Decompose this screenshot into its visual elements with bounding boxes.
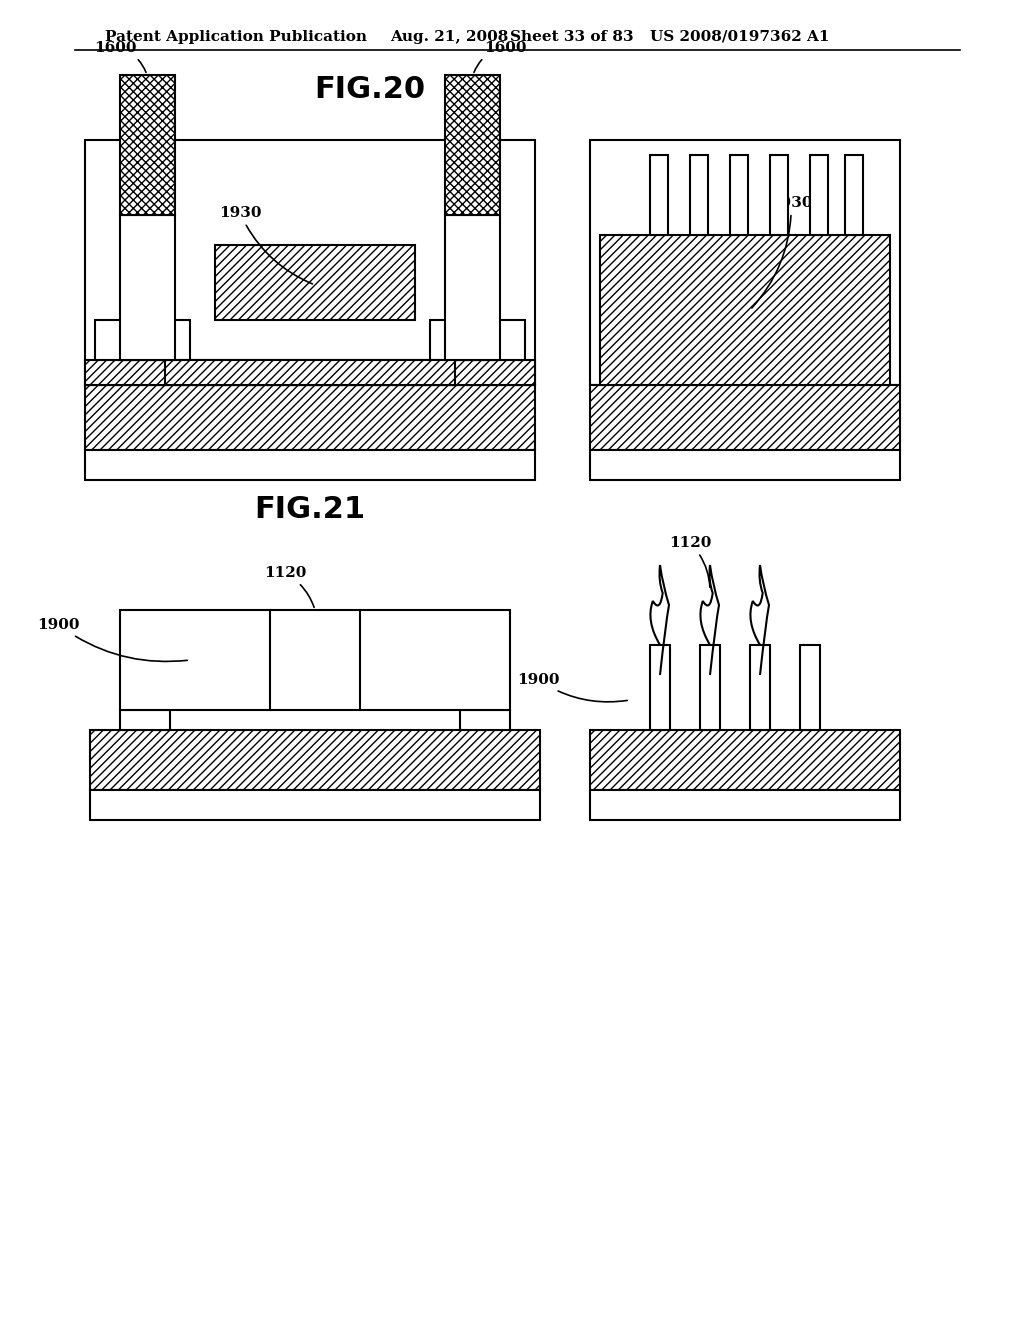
Bar <box>95 319 190 360</box>
Text: 1600: 1600 <box>94 41 146 73</box>
Bar <box>120 610 510 710</box>
Bar <box>590 789 900 820</box>
Bar <box>810 154 828 235</box>
Bar <box>445 215 500 360</box>
Bar <box>85 450 535 480</box>
Text: Patent Application Publication: Patent Application Publication <box>105 30 367 44</box>
Bar <box>590 385 900 450</box>
Bar <box>445 75 500 215</box>
Text: 1930: 1930 <box>752 195 812 308</box>
Text: FIG.21: FIG.21 <box>254 495 366 524</box>
Text: US 2008/0197362 A1: US 2008/0197362 A1 <box>650 30 829 44</box>
Bar <box>600 235 890 385</box>
Bar <box>845 154 863 235</box>
Bar <box>85 385 535 450</box>
Text: Sheet 33 of 83: Sheet 33 of 83 <box>510 30 634 44</box>
Bar <box>120 75 175 215</box>
Bar <box>690 154 708 235</box>
Text: 1900: 1900 <box>517 673 628 702</box>
Bar <box>460 710 510 730</box>
Bar <box>650 645 670 730</box>
Bar <box>590 450 900 480</box>
Text: 1120: 1120 <box>264 566 314 607</box>
Bar <box>750 645 770 730</box>
Bar <box>590 730 900 789</box>
Text: Aug. 21, 2008: Aug. 21, 2008 <box>390 30 508 44</box>
Bar <box>430 319 525 360</box>
Bar <box>730 154 748 235</box>
Bar <box>770 154 788 235</box>
Text: 1600: 1600 <box>474 41 526 73</box>
Bar <box>85 360 535 385</box>
Bar <box>650 154 668 235</box>
Text: 1120: 1120 <box>669 536 712 587</box>
Bar <box>165 360 455 385</box>
Bar <box>800 645 820 730</box>
Text: 1900: 1900 <box>38 618 187 661</box>
Text: FIG.20: FIG.20 <box>314 75 426 104</box>
Text: 1930: 1930 <box>219 206 312 284</box>
Bar <box>90 730 540 789</box>
Bar <box>215 246 415 319</box>
Bar <box>700 645 720 730</box>
Bar <box>120 710 170 730</box>
Bar <box>90 789 540 820</box>
Bar <box>120 215 175 360</box>
Bar <box>590 140 900 385</box>
Bar <box>85 140 535 385</box>
